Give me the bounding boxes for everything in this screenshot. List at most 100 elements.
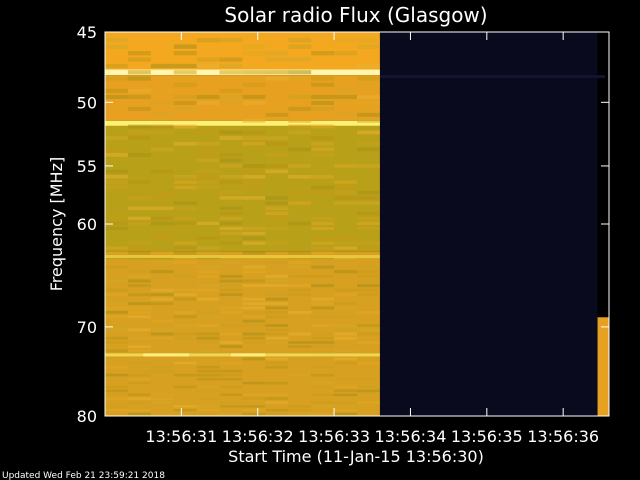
texture-cell (150, 130, 174, 135)
texture-cell (105, 136, 128, 140)
texture-cell (334, 332, 357, 336)
texture-cell (173, 246, 197, 250)
texture-cell (196, 341, 220, 344)
texture-cell (105, 408, 128, 412)
texture-cell (288, 124, 312, 129)
texture-cell (265, 274, 289, 278)
highlight-line-1 (105, 255, 380, 259)
texture-cell (150, 236, 174, 240)
texture-cell (196, 377, 220, 381)
texture-cell (334, 288, 357, 292)
texture-cell (242, 297, 266, 301)
texture-cell (357, 201, 380, 205)
texture-cell (127, 279, 151, 283)
texture-cell (242, 310, 266, 314)
texture-cell (288, 76, 312, 81)
texture-cell (334, 241, 357, 245)
texture-cell (334, 393, 357, 397)
texture-cell (242, 70, 266, 75)
texture-cell (219, 164, 243, 168)
texture-cell (288, 373, 312, 377)
texture-cell (242, 241, 266, 245)
texture-cell (219, 412, 243, 416)
texture-cell (219, 385, 243, 389)
texture-cell (357, 106, 380, 111)
texture-cell (242, 185, 266, 190)
texture-cell (242, 397, 266, 400)
texture-cell (105, 397, 128, 400)
texture-cell (288, 164, 312, 168)
texture-cell (334, 336, 357, 340)
texture-cell (357, 190, 380, 195)
texture-cell (150, 270, 174, 274)
texture-cell (265, 336, 289, 340)
y-tick-label: 70 (77, 318, 97, 337)
texture-cell (173, 100, 197, 105)
texture-cell (127, 345, 151, 348)
texture-cell (357, 63, 380, 69)
texture-cell (334, 377, 357, 381)
texture-cell (150, 147, 174, 152)
texture-cell (311, 153, 335, 157)
texture-cell (173, 226, 197, 231)
texture-cell (219, 241, 243, 245)
texture-cell (334, 185, 357, 190)
texture-cell (150, 100, 174, 105)
texture-cell (311, 265, 335, 269)
texture-cell (265, 106, 289, 111)
texture-cell (105, 405, 128, 408)
texture-cell (311, 302, 335, 306)
texture-cell (288, 341, 312, 344)
texture-cell (173, 82, 197, 87)
texture-cell (150, 332, 174, 336)
texture-cell (265, 279, 289, 283)
texture-cell (357, 389, 380, 393)
texture-cell (357, 401, 380, 404)
texture-cell (127, 315, 151, 319)
texture-cell (357, 94, 380, 99)
texture-cell (150, 124, 174, 129)
texture-cell (311, 341, 335, 344)
texture-cell (173, 94, 197, 99)
texture-cell (288, 284, 312, 288)
texture-cell (242, 44, 266, 49)
texture-cell (105, 88, 128, 93)
texture-cell (219, 37, 243, 43)
texture-cell (150, 206, 174, 210)
texture-cell (288, 57, 312, 62)
texture-cell (242, 270, 266, 274)
texture-cell (173, 180, 197, 184)
texture-cell (196, 185, 220, 190)
texture-cell (127, 94, 151, 99)
texture-cell (105, 226, 128, 231)
texture-cell (127, 412, 151, 416)
texture-cell (311, 297, 335, 301)
texture-cell (173, 216, 197, 221)
texture-cell (334, 401, 357, 404)
texture-cell (265, 306, 289, 310)
texture-cell (357, 112, 380, 117)
texture-cell (265, 216, 289, 221)
texture-cell (334, 408, 357, 412)
texture-cell (311, 241, 335, 245)
texture-cell (311, 216, 335, 221)
texture-cell (288, 274, 312, 278)
texture-cell (334, 315, 357, 319)
texture-cell (105, 246, 128, 250)
y-tick-label: 45 (77, 23, 97, 42)
texture-cell (150, 288, 174, 292)
texture-cell (105, 44, 128, 49)
texture-cell (311, 141, 335, 146)
texture-cell (127, 136, 151, 140)
texture-cell (173, 288, 197, 292)
texture-cell (105, 63, 128, 69)
texture-cell (311, 373, 335, 377)
texture-cell (265, 206, 289, 210)
texture-cell (219, 94, 243, 99)
texture-cell (242, 118, 266, 123)
bright-segment-1 (143, 353, 189, 357)
texture-cell (219, 293, 243, 297)
texture-cell (242, 336, 266, 340)
texture-cell (265, 328, 289, 332)
texture-cell (219, 306, 243, 310)
